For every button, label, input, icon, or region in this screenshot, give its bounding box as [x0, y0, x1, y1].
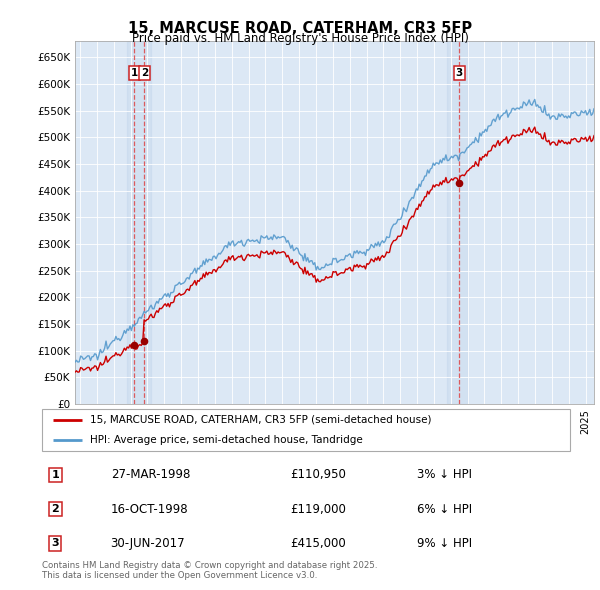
Text: 3: 3: [455, 68, 463, 78]
Text: £110,950: £110,950: [290, 468, 346, 481]
Text: Price paid vs. HM Land Registry's House Price Index (HPI): Price paid vs. HM Land Registry's House …: [131, 32, 469, 45]
Text: 2: 2: [52, 504, 59, 514]
Text: 6% ↓ HPI: 6% ↓ HPI: [417, 503, 472, 516]
FancyBboxPatch shape: [42, 409, 570, 451]
Text: 15, MARCUSE ROAD, CATERHAM, CR3 5FP: 15, MARCUSE ROAD, CATERHAM, CR3 5FP: [128, 21, 472, 35]
Text: 3: 3: [52, 538, 59, 548]
Text: £119,000: £119,000: [290, 503, 346, 516]
Text: 3% ↓ HPI: 3% ↓ HPI: [417, 468, 472, 481]
Text: 27-MAR-1998: 27-MAR-1998: [110, 468, 190, 481]
Text: 1: 1: [131, 68, 138, 78]
Bar: [127, 41, 151, 404]
Text: HPI: Average price, semi-detached house, Tandridge: HPI: Average price, semi-detached house,…: [89, 435, 362, 445]
Text: 16-OCT-1998: 16-OCT-1998: [110, 503, 188, 516]
Bar: [448, 41, 467, 404]
Text: 2: 2: [142, 68, 149, 78]
Text: £415,000: £415,000: [290, 536, 346, 550]
Text: Contains HM Land Registry data © Crown copyright and database right 2025.
This d: Contains HM Land Registry data © Crown c…: [42, 560, 377, 580]
Text: 30-JUN-2017: 30-JUN-2017: [110, 536, 185, 550]
Text: 1: 1: [52, 470, 59, 480]
Text: 9% ↓ HPI: 9% ↓ HPI: [417, 536, 472, 550]
Text: 15, MARCUSE ROAD, CATERHAM, CR3 5FP (semi-detached house): 15, MARCUSE ROAD, CATERHAM, CR3 5FP (sem…: [89, 415, 431, 425]
